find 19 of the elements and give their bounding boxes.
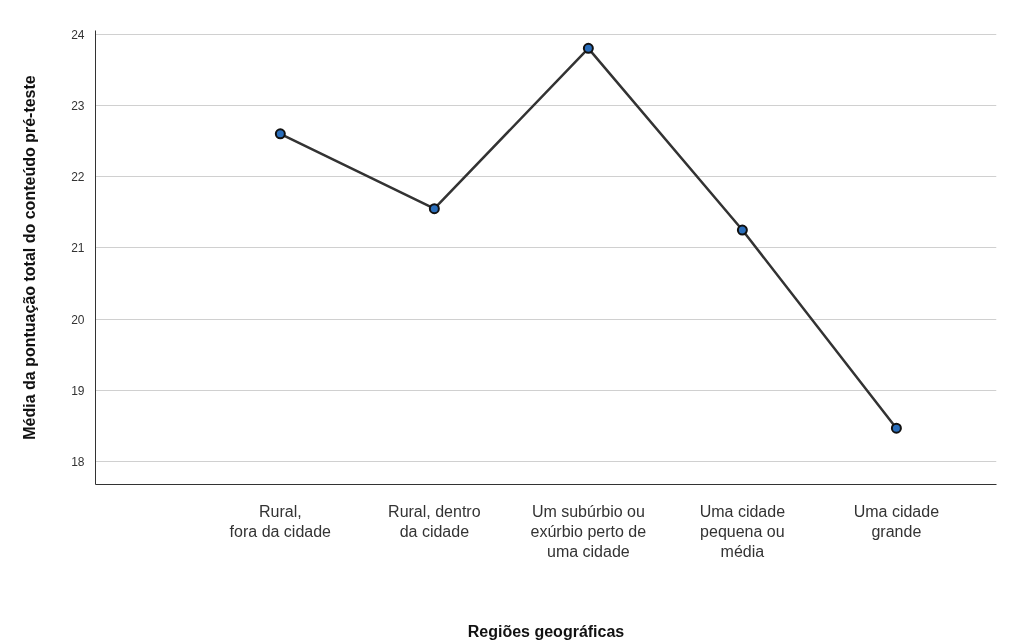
point xyxy=(890,422,902,434)
point xyxy=(428,203,440,215)
x-tick-label: Rural, fora da cidade xyxy=(229,502,332,540)
y-axis-title: Média da pontuação total do conteúdo pré-teste xyxy=(21,75,39,440)
x-tick-label: Uma cidade pequena ou média xyxy=(699,502,786,561)
y-tick-label: 20 xyxy=(71,312,85,327)
x-axis-title: Regiões geográficas xyxy=(467,623,625,641)
x-tick-label: Rural, dentro da cidade xyxy=(388,502,481,540)
y-tick-label: 22 xyxy=(71,170,85,185)
y-tick-label: 24 xyxy=(71,27,85,42)
y-tick-label: 18 xyxy=(71,455,85,470)
x-tick-label: Um subúrbio ou exúrbio perto de uma cidade xyxy=(530,502,647,561)
y-tick-label: 21 xyxy=(71,241,85,256)
point xyxy=(582,42,594,54)
y-tick-label: 19 xyxy=(71,383,85,398)
y-tick-label: 23 xyxy=(71,98,85,113)
x-tick-label: Uma cidade grande xyxy=(853,502,940,540)
point xyxy=(736,224,748,236)
point xyxy=(274,128,286,140)
